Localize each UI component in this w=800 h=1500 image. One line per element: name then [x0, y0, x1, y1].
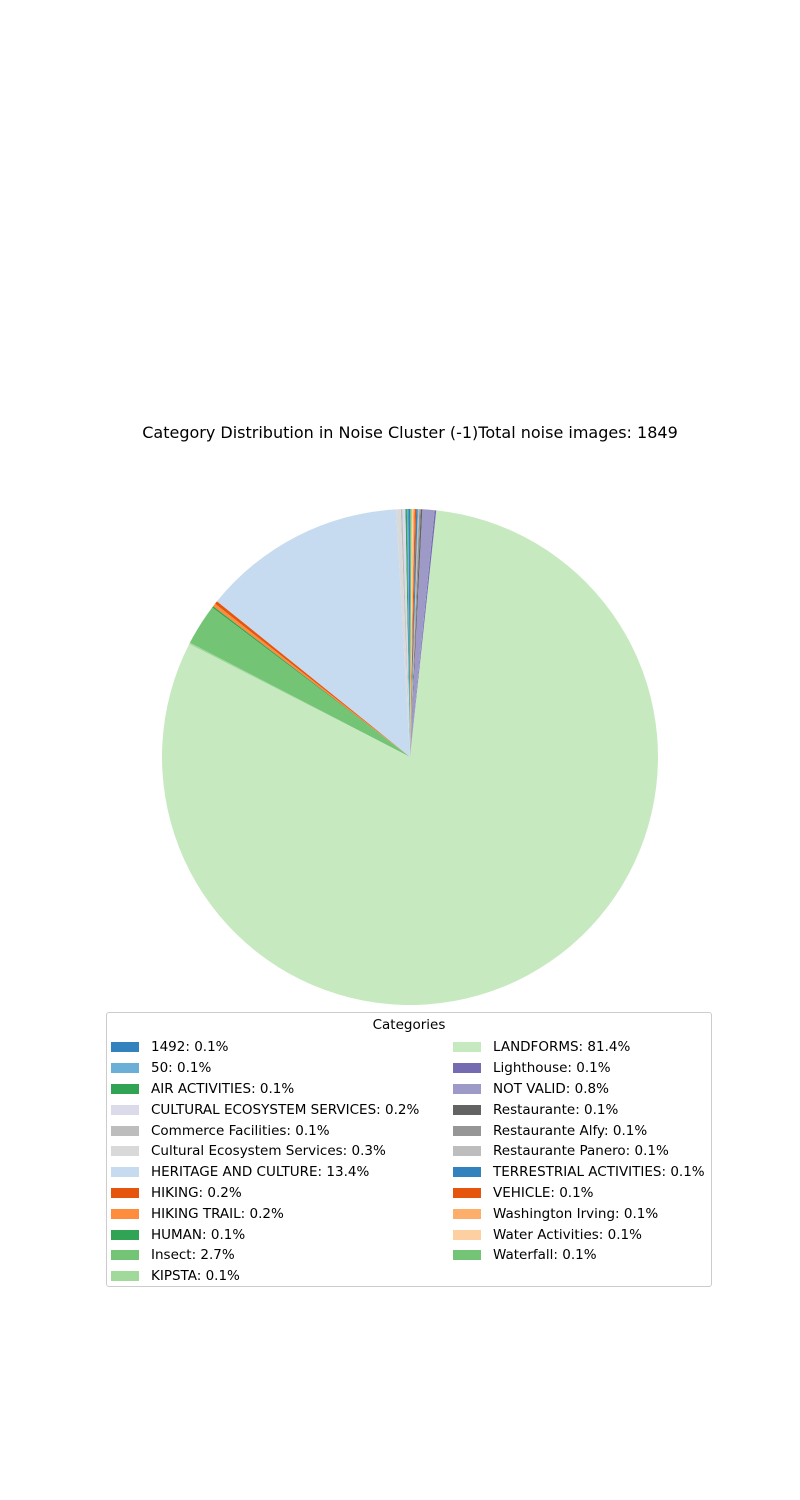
- legend-label-6: HERITAGE AND CULTURE: 13.4%: [151, 1164, 370, 1181]
- legend-swatch-5: [111, 1146, 139, 1157]
- legend-item-7: HIKING: 0.2%: [111, 1183, 419, 1204]
- pie-slice-10: [189, 607, 410, 757]
- legend-item-19: VEHICLE: 0.1%: [453, 1183, 705, 1204]
- pie-slice-21: [410, 509, 414, 757]
- legend-item-6: HERITAGE AND CULTURE: 13.4%: [111, 1162, 419, 1183]
- pie-slice-5: [396, 509, 410, 757]
- legend-swatch-10: [111, 1250, 139, 1261]
- pie-slice-16: [410, 509, 421, 757]
- legend-swatch-19: [453, 1187, 481, 1198]
- legend-item-3: CULTURAL ECOSYSTEM SERVICES: 0.2%: [111, 1099, 419, 1120]
- legend-label-1: 50: 0.1%: [151, 1060, 212, 1077]
- legend-label-22: Waterfall: 0.1%: [493, 1247, 597, 1264]
- legend-label-3: CULTURAL ECOSYSTEM SERVICES: 0.2%: [151, 1101, 420, 1118]
- pie-slice-2: [405, 509, 410, 757]
- legend-item-10: Insect: 2.7%: [111, 1245, 419, 1266]
- legend-column-right: LANDFORMS: 81.4% Lighthouse: 0.1% NOT VALI…: [453, 1037, 705, 1266]
- legend-label-7: HIKING: 0.2%: [151, 1184, 242, 1201]
- legend-item-5: Cultural Ecosystem Services: 0.3%: [111, 1141, 419, 1162]
- legend-label-14: NOT VALID: 0.8%: [493, 1080, 609, 1097]
- legend-item-4: Commerce Facilities: 0.1%: [111, 1120, 419, 1141]
- pie-slice-12: [162, 510, 659, 1005]
- legend-swatch-7: [111, 1187, 139, 1198]
- legend-label-2: AIR ACTIVITIES: 0.1%: [151, 1080, 295, 1097]
- legend-item-0: 1492: 0.1%: [111, 1037, 419, 1058]
- legend-label-5: Cultural Ecosystem Services: 0.3%: [151, 1143, 386, 1160]
- legend-label-13: Lighthouse: 0.1%: [493, 1060, 611, 1077]
- legend-label-12: LANDFORMS: 81.4%: [493, 1039, 631, 1056]
- legend-item-11: KIPSTA: 0.1%: [111, 1266, 419, 1287]
- legend-label-20: Washington Irving: 0.1%: [493, 1205, 659, 1222]
- legend-label-15: Restaurante: 0.1%: [493, 1101, 619, 1118]
- legend-swatch-16: [453, 1125, 481, 1136]
- legend-swatch-0: [111, 1042, 139, 1053]
- legend-item-12: LANDFORMS: 81.4%: [453, 1037, 705, 1058]
- legend-swatch-21: [453, 1229, 481, 1240]
- legend-label-16: Restaurante Alfy: 0.1%: [493, 1122, 648, 1139]
- legend-item-18: TERRESTRIAL ACTIVITIES: 0.1%: [453, 1162, 705, 1183]
- legend-label-21: Water Activities: 0.1%: [493, 1226, 642, 1243]
- legend-item-2: AIR ACTIVITIES: 0.1%: [111, 1079, 419, 1100]
- legend-swatch-15: [453, 1104, 481, 1115]
- legend-swatch-2: [111, 1083, 139, 1094]
- legend-item-20: Washington Irving: 0.1%: [453, 1203, 705, 1224]
- legend-item-17: Restaurante Panero: 0.1%: [453, 1141, 705, 1162]
- legend-swatch-3: [111, 1104, 139, 1115]
- pie-slice-20: [410, 509, 415, 757]
- pie-slice-6: [216, 509, 410, 757]
- legend-label-11: KIPSTA: 0.1%: [151, 1268, 240, 1285]
- pie-slice-17: [410, 509, 420, 757]
- legend-item-22: Waterfall: 0.1%: [453, 1245, 705, 1266]
- pie-slice-3: [402, 509, 410, 757]
- legend-swatch-6: [111, 1167, 139, 1178]
- legend: Categories 1492: 0.1% 50: 0.1% AIR ACTIVIT…: [106, 1012, 712, 1287]
- legend-swatch-4: [111, 1125, 139, 1136]
- legend-label-8: HIKING TRAIL: 0.2%: [151, 1205, 284, 1222]
- legend-item-8: HIKING TRAIL: 0.2%: [111, 1203, 419, 1224]
- legend-swatch-17: [453, 1146, 481, 1157]
- legend-swatch-14: [453, 1083, 481, 1094]
- chart-title: Category Distribution in Noise Cluster (…: [142, 423, 678, 442]
- legend-swatch-22: [453, 1250, 481, 1261]
- legend-label-4: Commerce Facilities: 0.1%: [151, 1122, 330, 1139]
- legend-swatch-9: [111, 1229, 139, 1240]
- pie-slice-4: [400, 509, 410, 757]
- legend-swatch-13: [453, 1063, 481, 1074]
- pie-slice-9: [212, 606, 410, 757]
- legend-swatch-20: [453, 1208, 481, 1219]
- pie-slices: [162, 508, 659, 1005]
- legend-swatch-12: [453, 1042, 481, 1053]
- legend-label-10: Insect: 2.7%: [151, 1247, 235, 1264]
- legend-column-left: 1492: 0.1% 50: 0.1% AIR ACTIVITIES: 0.1% CU…: [111, 1037, 419, 1287]
- legend-label-0: 1492: 0.1%: [151, 1039, 229, 1056]
- pie-slice-22: [410, 508, 412, 757]
- legend-swatch-18: [453, 1167, 481, 1178]
- pie-slice-14: [410, 509, 435, 757]
- legend-swatch-1: [111, 1063, 139, 1074]
- legend-swatch-11: [111, 1271, 139, 1282]
- legend-label-19: VEHICLE: 0.1%: [493, 1184, 594, 1201]
- pie-slice-19: [410, 509, 417, 757]
- pie-slice-11: [189, 642, 410, 757]
- pie-slice-8: [213, 603, 410, 757]
- pie-slice-15: [410, 509, 423, 757]
- legend-item-16: Restaurante Alfy: 0.1%: [453, 1120, 705, 1141]
- legend-item-13: Lighthouse: 0.1%: [453, 1058, 705, 1079]
- legend-label-9: HUMAN: 0.1%: [151, 1226, 246, 1243]
- legend-item-1: 50: 0.1%: [111, 1058, 419, 1079]
- legend-item-15: Restaurante: 0.1%: [453, 1099, 705, 1120]
- pie-slice-0: [408, 508, 410, 757]
- pie-slice-18: [410, 509, 418, 757]
- pie-slice-1: [406, 509, 410, 757]
- legend-item-14: NOT VALID: 0.8%: [453, 1079, 705, 1100]
- legend-swatch-8: [111, 1208, 139, 1219]
- legend-label-18: TERRESTRIAL ACTIVITIES: 0.1%: [493, 1164, 705, 1181]
- pie-slice-7: [215, 601, 410, 757]
- legend-item-21: Water Activities: 0.1%: [453, 1224, 705, 1245]
- legend-title: Categories: [372, 1017, 446, 1033]
- legend-label-17: Restaurante Panero: 0.1%: [493, 1143, 669, 1160]
- pie-slice-13: [410, 510, 437, 757]
- legend-item-9: HUMAN: 0.1%: [111, 1224, 419, 1245]
